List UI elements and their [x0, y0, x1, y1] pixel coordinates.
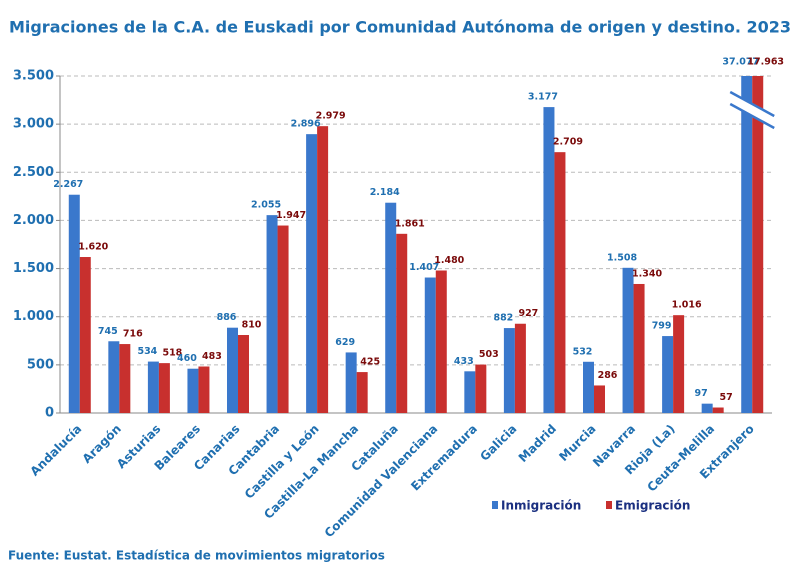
data-label: 534: [137, 346, 157, 357]
bar: [475, 364, 487, 413]
bar: [514, 323, 526, 413]
bar: [345, 352, 357, 413]
bar: [622, 267, 634, 413]
data-label: 810: [242, 320, 262, 331]
x-tick-label: Galicia: [477, 422, 519, 464]
y-tick-label: 500: [27, 357, 54, 372]
bar: [543, 107, 555, 414]
data-label: 1.508: [607, 252, 637, 263]
bar: [424, 277, 436, 413]
plot-area: [68, 76, 764, 414]
legend-swatch: [492, 501, 498, 509]
bar: [158, 363, 170, 413]
data-label: 1.016: [672, 300, 702, 311]
bar: [741, 76, 753, 413]
bar: [266, 215, 278, 413]
bar: [554, 152, 566, 414]
bar: [594, 385, 605, 413]
x-tick-label: Andalucía: [27, 422, 84, 479]
bar: [385, 202, 397, 413]
data-label: 2.184: [370, 187, 400, 198]
bar: [108, 341, 120, 413]
data-label: 1.620: [78, 242, 108, 253]
bar: [317, 126, 329, 413]
x-tick-label: Madrid: [516, 422, 559, 465]
data-label: 799: [652, 321, 672, 332]
data-label: 886: [217, 312, 237, 323]
data-label: 2.055: [251, 200, 281, 211]
y-tick-label: 1.000: [13, 309, 54, 324]
bar: [503, 328, 515, 413]
data-label: 1.340: [632, 268, 662, 279]
data-label: 503: [479, 349, 499, 360]
data-label: 2.896: [291, 119, 321, 130]
bar: [435, 270, 447, 413]
y-tick-label: 2.000: [13, 213, 54, 228]
bar: [752, 76, 764, 413]
bar: [238, 335, 249, 413]
bar: [306, 134, 318, 414]
bar: [396, 233, 408, 413]
source: Fuente: Eustat. Estadística de movimient…: [8, 549, 385, 563]
data-label: 629: [335, 337, 355, 348]
bar: [583, 361, 594, 413]
data-label: 97: [695, 388, 708, 399]
legend-swatch: [606, 501, 612, 509]
chart-title: Migraciones de la C.A. de Euskadi por Co…: [9, 18, 791, 37]
data-label: 1.407: [409, 262, 439, 273]
axis-break: [730, 92, 775, 128]
data-label: 1.947: [276, 210, 306, 221]
bar: [464, 371, 476, 413]
data-label: 2.267: [53, 179, 83, 190]
y-tick-label: 1.500: [13, 261, 54, 276]
legend-label: Emigración: [615, 499, 690, 513]
data-label: 460: [177, 353, 197, 364]
bar: [227, 327, 238, 413]
bar: [277, 225, 289, 413]
data-label: 286: [598, 370, 618, 381]
data-label: 532: [573, 346, 593, 357]
data-label: 745: [98, 326, 118, 337]
y-tick-label: 3.000: [13, 117, 54, 132]
bar: [662, 336, 674, 413]
data-label: 3.177: [528, 92, 558, 103]
bar: [198, 366, 210, 413]
data-label: 716: [123, 329, 143, 340]
data-label: 57: [720, 392, 733, 403]
bar: [68, 194, 80, 413]
legend-label: Inmigración: [501, 499, 581, 513]
data-label: 1.861: [395, 218, 425, 229]
data-label: 2.979: [316, 111, 346, 122]
bar: [673, 315, 685, 413]
axis-break: [729, 102, 775, 130]
y-tick-label: 3.500: [13, 69, 54, 84]
data-label: 433: [454, 356, 474, 367]
y-tick-label: 2.500: [13, 165, 54, 180]
data-label: 425: [360, 357, 380, 368]
x-tick-label: Castilla y León: [242, 422, 322, 502]
data-label: 2.709: [553, 137, 583, 148]
bar: [701, 403, 713, 413]
data-label: 17.963: [747, 57, 784, 68]
bar: [119, 344, 131, 413]
bar: [356, 372, 368, 413]
data-label: 483: [202, 351, 222, 362]
y-tick-label: 0: [45, 406, 54, 421]
data-label: 882: [493, 313, 513, 324]
bar: [633, 283, 645, 413]
x-tick-label: Ceuta-Melilla: [644, 422, 717, 495]
bar: [187, 368, 199, 413]
bar: [712, 407, 724, 413]
data-label: 37.077: [722, 57, 759, 68]
axis-break: [729, 90, 775, 118]
data-label: 518: [162, 348, 182, 359]
bar: [147, 361, 159, 413]
bar: [79, 257, 91, 413]
data-label: 1.480: [434, 255, 464, 266]
data-label: 927: [518, 308, 538, 319]
